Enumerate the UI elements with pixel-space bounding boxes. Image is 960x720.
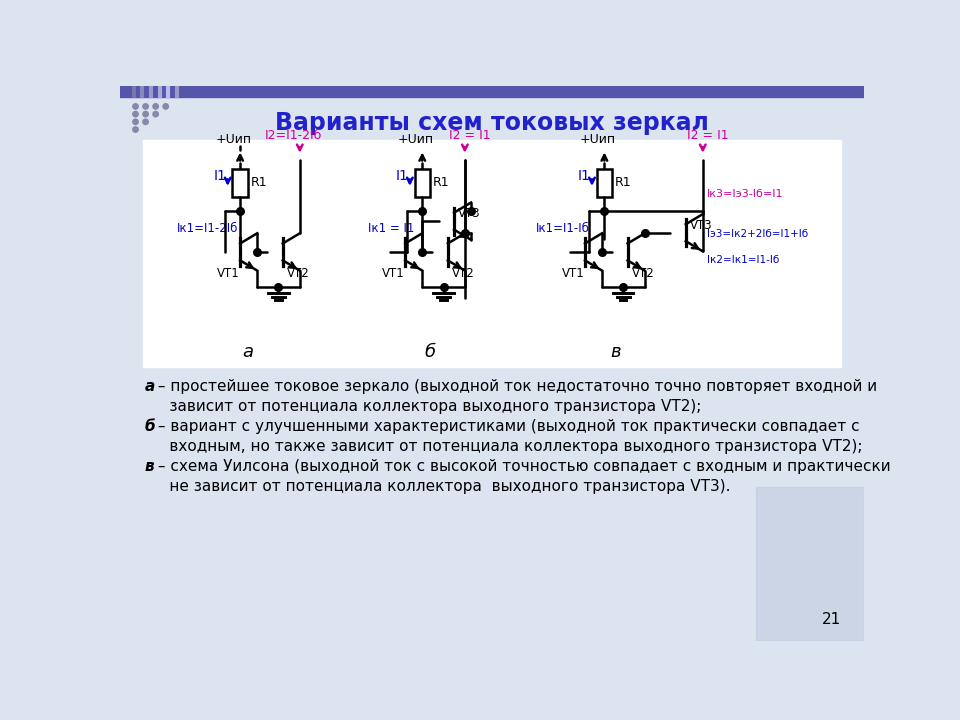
Bar [120,86,864,97]
Text: зависит от потенциала коллектора выходного транзистора VT2);: зависит от потенциала коллектора выходно… [145,399,701,414]
Text: входным, но также зависит от потенциала коллектора выходного транзистора VT2);: входным, но также зависит от потенциала … [145,439,862,454]
Text: Iк1=I1-Iб: Iк1=I1-Iб [537,222,590,235]
Text: – вариант с улучшенными характеристиками (выходной ток практически совпадает с: – вариант с улучшенными характеристиками… [153,419,859,434]
Text: 21: 21 [822,612,841,627]
Bar [756,487,864,641]
Text: VT1: VT1 [562,266,585,279]
Bar [415,168,430,197]
Text: VT1: VT1 [382,266,405,279]
Text: не зависит от потенциала коллектора  выходного транзистора VT3).: не зависит от потенциала коллектора выхо… [145,479,731,494]
Circle shape [143,104,148,109]
Circle shape [132,127,138,132]
Circle shape [132,119,138,125]
Text: б: б [424,343,436,361]
Circle shape [163,104,168,109]
Text: I1: I1 [214,169,227,184]
Text: – простейшее токовое зеркало (выходной ток недостаточно точно повторяет входной : – простейшее токовое зеркало (выходной т… [153,379,876,394]
Text: I2=I1-2Iб: I2=I1-2Iб [265,129,323,142]
Text: I1: I1 [396,169,409,184]
Text: Iк1=I1-2Iб: Iк1=I1-2Iб [177,222,238,235]
Text: б: б [145,419,156,434]
Text: Iэ3=Iк2+2Iб=I1+Iб: Iэ3=Iк2+2Iб=I1+Iб [707,228,807,238]
Text: I1: I1 [578,169,591,184]
Text: Iк3=Iэ3-Iб=I1: Iк3=Iэ3-Iб=I1 [707,189,783,199]
Text: VT2: VT2 [452,266,474,279]
Text: а: а [242,343,253,361]
Text: Iк1 = I1: Iк1 = I1 [368,222,415,235]
Text: I2 = I1: I2 = I1 [687,129,729,142]
Text: +Uип: +Uип [580,132,615,145]
Text: VT1: VT1 [217,266,240,279]
Text: R1: R1 [251,176,268,189]
Text: Iк2=Iк1=I1-Iб: Iк2=Iк1=I1-Iб [707,256,779,266]
Circle shape [132,112,138,117]
Circle shape [143,119,148,125]
Text: VT2: VT2 [632,266,655,279]
Text: – схема Уилсона (выходной ток с высокой точностью совпадает с входным и практиче: – схема Уилсона (выходной ток с высокой … [153,459,890,474]
Text: I2 = I1: I2 = I1 [449,129,491,142]
Bar [596,168,612,197]
Circle shape [132,104,138,109]
Text: а: а [145,379,156,394]
Text: VT2: VT2 [287,266,309,279]
Bar [143,140,841,367]
Text: R1: R1 [615,176,632,189]
Bar [232,168,248,197]
Circle shape [153,104,158,109]
Text: Варианты схем токовых зеркал: Варианты схем токовых зеркал [276,112,708,135]
Circle shape [153,112,158,117]
Text: R1: R1 [433,176,449,189]
Text: в: в [611,343,621,361]
Text: +Uип: +Uип [397,132,434,145]
Text: VT3: VT3 [689,219,712,232]
Text: +Uип: +Uип [215,132,252,145]
Text: VT3: VT3 [458,207,481,220]
Text: в: в [145,459,155,474]
Circle shape [143,112,148,117]
